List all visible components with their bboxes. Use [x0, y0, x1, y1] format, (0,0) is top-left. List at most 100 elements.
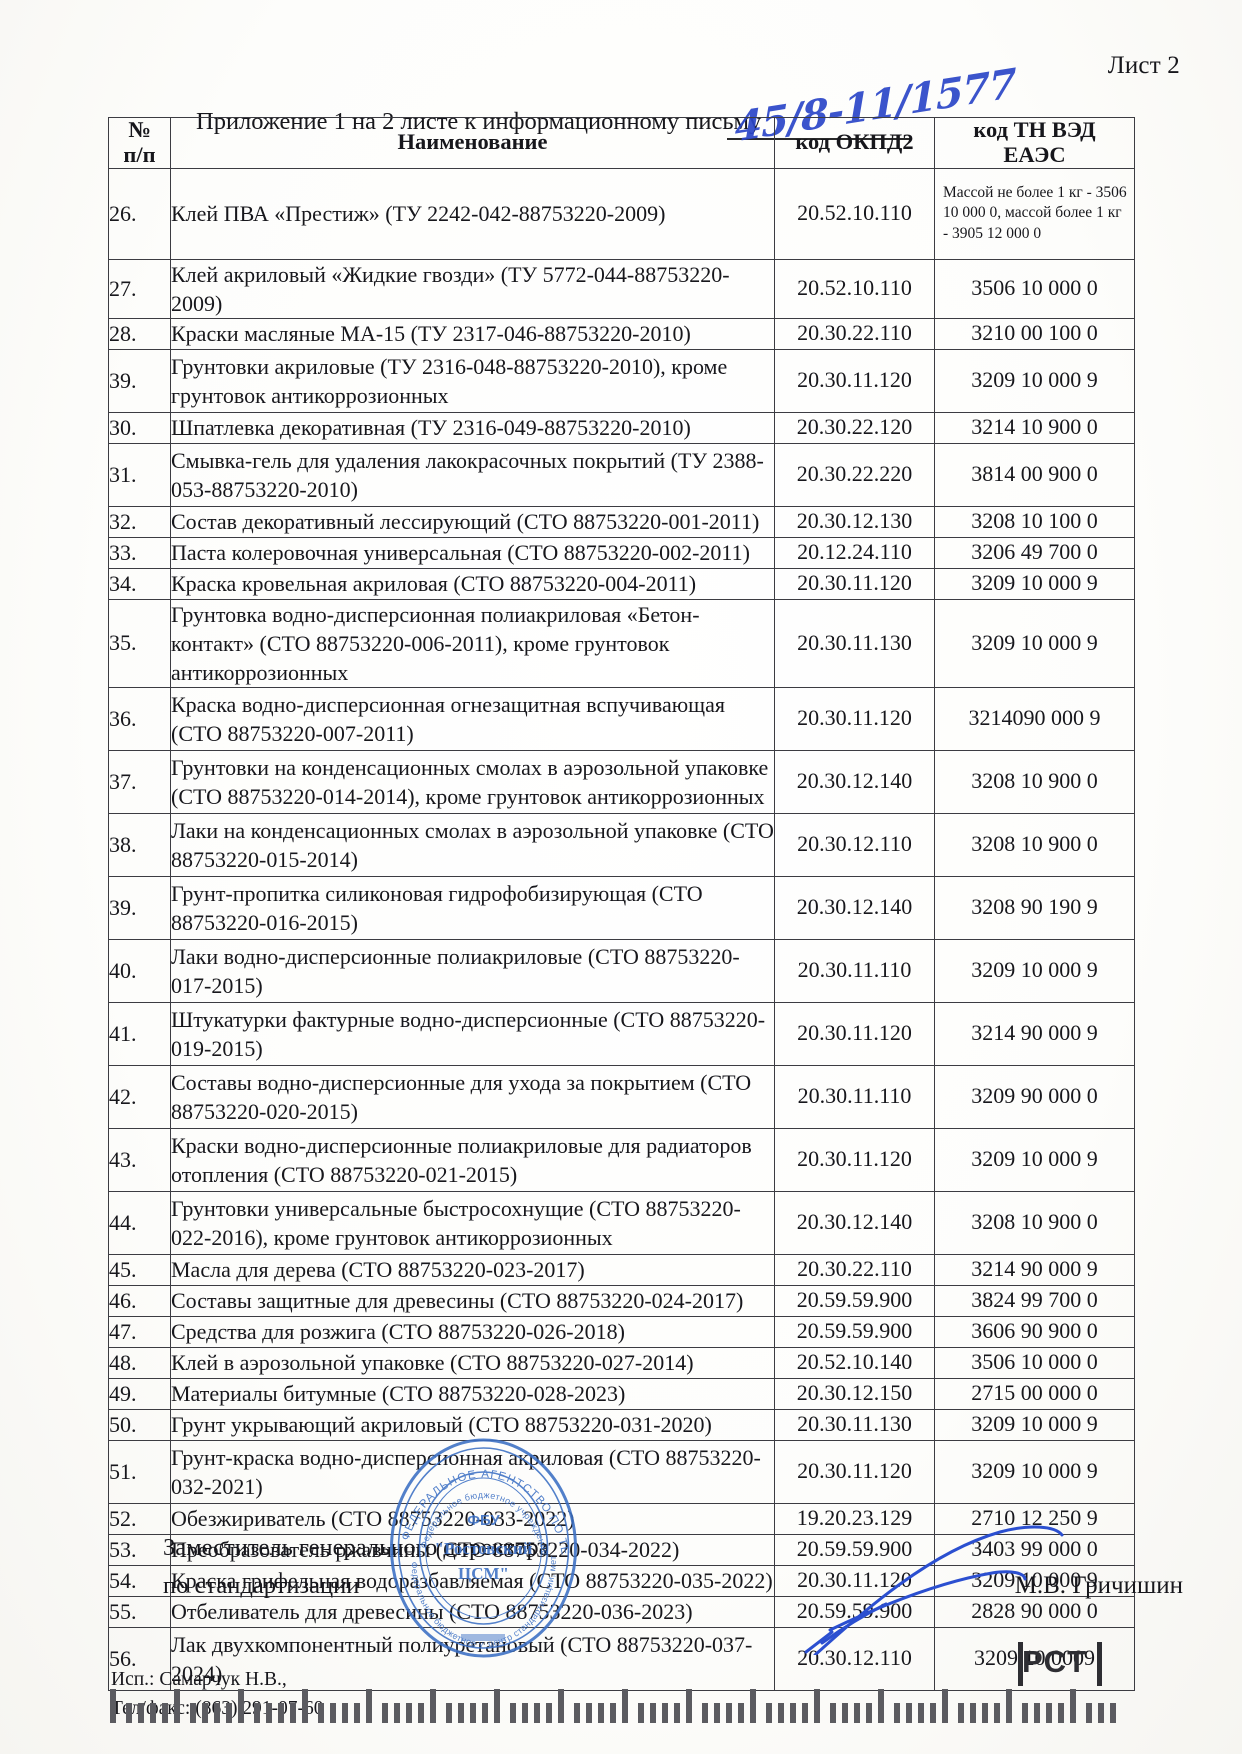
row-number: 39.: [108, 875, 171, 940]
row-product-name: Лаки на конденсационных смолах в аэрозол…: [170, 812, 775, 877]
row-number: 49.: [108, 1377, 171, 1410]
ruler-tick: [982, 1703, 988, 1723]
row-product-name: Штукатурки фактурные водно-дисперсионные…: [170, 1001, 775, 1066]
ruler-tick: [238, 1689, 244, 1723]
ruler-tick: [354, 1703, 360, 1723]
ruler-tick: [610, 1703, 616, 1723]
ruler-tick: [686, 1689, 692, 1723]
row-okpd2-code: 20.52.10.110: [774, 167, 935, 260]
table-row: 27. Клей акриловый «Жидкие гвозди» (ТУ 57…: [108, 258, 1135, 319]
ruler-tick: [126, 1703, 132, 1723]
row-number: 33.: [108, 536, 171, 569]
ruler-tick: [574, 1703, 580, 1723]
table-row: 39. Грунт-пропитка силиконовая гидрофобиз…: [108, 875, 1135, 940]
table-row: 33. Паста колеровочная универсальная (СТО…: [108, 536, 1135, 569]
row-okpd2-code: 20.30.22.110: [774, 317, 935, 350]
ruler-tick: [750, 1689, 756, 1723]
table-row: 45. Масла для дерева (СТО 88753220-023-20…: [108, 1253, 1135, 1286]
row-tnved-code: Массой не более 1 кг - 3506 10 000 0, ма…: [934, 167, 1135, 260]
row-tnved-code: 3214 10 900 0: [934, 411, 1135, 444]
row-product-name: Грунт-пропитка силиконовая гидрофобизиру…: [170, 875, 775, 940]
ruler-tick: [546, 1703, 552, 1723]
row-okpd2-code: 19.20.23.129: [774, 1502, 935, 1535]
row-tnved-code: 3209 10 000 9: [934, 598, 1135, 688]
row-okpd2-code: 20.30.22.220: [774, 442, 935, 507]
ruler-tick: [470, 1703, 476, 1723]
row-product-name: Краска кровельная акриловая (СТО 8875322…: [170, 567, 775, 600]
table-row: 35. Грунтовка водно-дисперсионная полиакр…: [108, 598, 1135, 688]
row-tnved-code: 3208 10 100 0: [934, 505, 1135, 538]
row-number: 51.: [108, 1439, 171, 1504]
ruler-tick: [330, 1703, 336, 1723]
row-tnved-code: 3209 10 000 9: [934, 348, 1135, 413]
row-product-name: Средства для розжига (СТО 88753220-026-2…: [170, 1315, 775, 1348]
row-tnved-code: 3209 10 000 9: [934, 567, 1135, 600]
row-okpd2-code: 20.30.11.120: [774, 1564, 935, 1597]
row-tnved-code: 3209 90 000 0: [934, 1064, 1135, 1129]
row-okpd2-code: 20.30.11.120: [774, 1439, 935, 1504]
ruler-tick: [918, 1703, 924, 1723]
ruler-tick: [1086, 1703, 1092, 1723]
ruler-tick: [318, 1703, 324, 1723]
ruler-tick: [482, 1703, 488, 1723]
row-product-name: Грунтовки акриловые (ТУ 2316-048-8875322…: [170, 348, 775, 413]
table-row: 37. Грунтовки на конденсационных смолах в…: [108, 749, 1135, 814]
row-okpd2-code: 20.30.11.110: [774, 938, 935, 1003]
ruler-tick: [878, 1689, 884, 1723]
ruler-tick: [622, 1689, 628, 1723]
ruler-tick: [766, 1703, 772, 1723]
ruler-tick: [406, 1703, 412, 1723]
row-number: 30.: [108, 411, 171, 444]
ruler-tick: [1058, 1703, 1064, 1723]
row-product-name: Лаки водно-дисперсионные полиакриловые (…: [170, 938, 775, 1003]
row-okpd2-code: 20.52.10.140: [774, 1346, 935, 1379]
row-tnved-code: 3209 10 000 9: [934, 1127, 1135, 1192]
ruler-tick: [942, 1689, 948, 1723]
table-row: 51. Грунт-краска водно-дисперсионная акри…: [108, 1439, 1135, 1504]
row-tnved-code: 2710 12 250 9: [934, 1502, 1135, 1535]
ruler-tick: [418, 1703, 424, 1723]
row-tnved-code: 3506 10 000 0: [934, 258, 1135, 319]
row-number: 45.: [108, 1253, 171, 1286]
table-body: 26. Клей ПВА «Престиж» (ТУ 2242-042-88753…: [108, 167, 1135, 1691]
signer-title-line-2: по стандартизации: [163, 1571, 360, 1599]
ruler-tick: [534, 1703, 540, 1723]
row-okpd2-code: 20.30.11.120: [774, 567, 935, 600]
signer-title: Заместитель генерального директора по ст…: [163, 1529, 549, 1605]
row-number: 47.: [108, 1315, 171, 1348]
row-tnved-code: 3208 10 900 0: [934, 1190, 1135, 1255]
ruler-tick: [494, 1689, 500, 1723]
table-row: 50. Грунт укрывающий акриловый (СТО 88753…: [108, 1408, 1135, 1441]
row-tnved-code: 3824 99 700 0: [934, 1284, 1135, 1317]
row-okpd2-code: 20.59.59.900: [774, 1284, 935, 1317]
row-number: 50.: [108, 1408, 171, 1441]
row-number: 39.: [108, 348, 171, 413]
document-header: Лист 2 Приложение 1 на 2 листе к информа…: [0, 46, 1242, 151]
row-tnved-code: 3208 10 900 0: [934, 812, 1135, 877]
ruler-tick: [302, 1689, 308, 1723]
ruler-tick: [110, 1689, 116, 1723]
row-tnved-code: 3214 90 000 9: [934, 1253, 1135, 1286]
row-number: 27.: [108, 258, 171, 319]
row-tnved-code: 3214090 000 9: [934, 686, 1135, 751]
signer-name: М.В. Гричишин: [1014, 1572, 1183, 1599]
ruler-tick: [366, 1689, 372, 1723]
row-number: 44.: [108, 1190, 171, 1255]
ruler-tick: [290, 1703, 296, 1723]
ruler-tick: [558, 1689, 564, 1723]
table-row: 28. Краски масляные МА-15 (ТУ 2317-046-88…: [108, 317, 1135, 350]
rst-logo: PCT: [1022, 1644, 1087, 1679]
table-row: 31. Смывка-гель для удаления лакокрасочны…: [108, 442, 1135, 507]
row-number: 40.: [108, 938, 171, 1003]
ruler-tick: [650, 1703, 656, 1723]
row-number: 38.: [108, 812, 171, 877]
ruler-tick: [930, 1703, 936, 1723]
row-product-name: Грунтовка водно-дисперсионная полиакрило…: [170, 598, 775, 688]
row-product-name: Составы защитные для древесины (СТО 8875…: [170, 1284, 775, 1317]
table-row: 26. Клей ПВА «Престиж» (ТУ 2242-042-88753…: [108, 167, 1135, 260]
row-tnved-code: 2828 90 000 0: [934, 1595, 1135, 1628]
row-tnved-code: 3210 00 100 0: [934, 317, 1135, 350]
rst-bar-left: [1018, 1642, 1023, 1686]
row-okpd2-code: 20.30.11.130: [774, 1408, 935, 1441]
row-okpd2-code: 20.30.12.130: [774, 505, 935, 538]
